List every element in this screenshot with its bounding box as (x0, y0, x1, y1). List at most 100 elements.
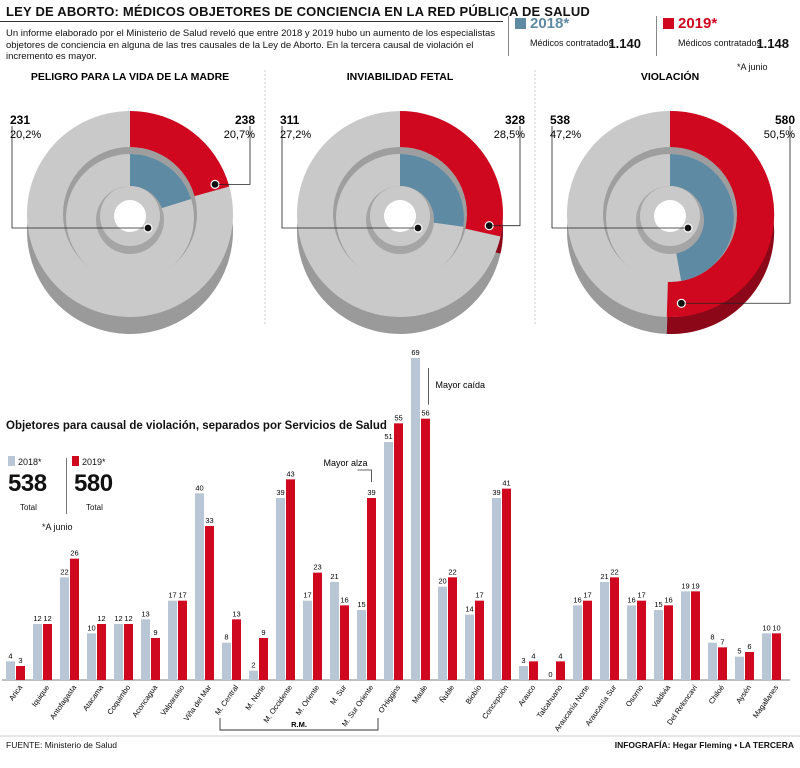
bar-2018 (357, 610, 366, 680)
bar-2019-value: 19 (691, 581, 699, 590)
bar-2019-value: 17 (583, 591, 591, 600)
bar-2018 (87, 633, 96, 680)
bar-2018 (708, 642, 717, 680)
bar-2019 (691, 591, 700, 680)
bar-2019 (529, 661, 538, 680)
max-drop-label: Mayor caída (436, 380, 486, 390)
bar-2019 (448, 577, 457, 680)
bar-2019-value: 33 (205, 516, 213, 525)
ring-hole (114, 200, 146, 232)
bar-2019 (313, 572, 322, 680)
bar-2018-value: 2 (251, 661, 255, 670)
ring-2019-leader (218, 126, 251, 185)
category-label: Osorno (624, 683, 645, 708)
bar-2019-value: 4 (558, 651, 562, 660)
category-label: M. Central (213, 683, 240, 717)
key-2019-label: Médicos contratados (678, 38, 762, 48)
bar-2018 (519, 666, 528, 680)
bar-2018-value: 19 (681, 581, 689, 590)
bar-2018-value: 22 (60, 567, 68, 576)
ring-2018-percent: 27,2% (280, 129, 311, 141)
category-label: Biobío (464, 683, 484, 706)
ring-2019-percent: 28,5% (494, 129, 525, 141)
bar-2018-value: 21 (330, 572, 338, 581)
bar-2019 (718, 647, 727, 680)
ring-2019-leader (493, 126, 521, 227)
bar-2019-value: 12 (124, 614, 132, 623)
bar-2018 (465, 614, 474, 680)
ring-2018-percent: 20,2% (10, 129, 41, 141)
category-label: Valparaíso (159, 683, 187, 717)
bar-2018-value: 8 (224, 633, 228, 642)
bar-2018 (60, 577, 69, 680)
bar-2019 (664, 605, 673, 680)
bar-2018 (141, 619, 150, 680)
bar-2018-value: 20 (438, 577, 446, 586)
bar-2018-value: 16 (627, 595, 635, 604)
key-2019-swatch (663, 18, 674, 29)
bar-2018 (492, 498, 501, 680)
ring-2018-value: 311 (280, 113, 300, 127)
ring-2019-value: 238 (235, 113, 255, 127)
legend-2019: 2019* (72, 456, 106, 467)
bar-2018 (438, 586, 447, 680)
ring-chart-2: INVIABILIDAD FETAL 328 28,5% 311 27,2% (280, 71, 525, 334)
ring-2019-percent: 20,7% (224, 129, 255, 141)
ring-2018-leader (11, 126, 144, 229)
bar-2019 (43, 624, 52, 680)
ring-2018-percent: 47,2% (550, 129, 581, 141)
bar-2019 (502, 488, 511, 680)
bar-2019 (394, 423, 403, 680)
bar-2019 (421, 418, 430, 680)
ring-2019-value: 580 (775, 113, 795, 127)
bar-2018 (762, 633, 771, 680)
bar-2018 (195, 493, 204, 680)
bar-2018-value: 12 (114, 614, 122, 623)
bar-2018-value: 13 (141, 609, 149, 618)
category-label: Antofagasta (48, 683, 79, 722)
bar-2018 (303, 600, 312, 680)
ring-title: PELIGRO PARA LA VIDA DE LA MADRE (31, 71, 229, 83)
bar-2019-value: 9 (261, 628, 265, 637)
key-note: *A junio (737, 62, 768, 72)
key-2018-value: 1.140 (608, 36, 641, 51)
bar-2018-value: 5 (737, 647, 741, 656)
bar-2019 (259, 638, 268, 680)
ring-2019-value: 328 (505, 113, 525, 127)
bar-2018-value: 39 (276, 488, 284, 497)
bar-2018-value: 12 (33, 614, 41, 623)
bar-2019-value: 17 (637, 591, 645, 600)
key-2019-year: 2019* (678, 15, 718, 32)
credit-note: INFOGRAFÍA: Hegar Fleming • LA TERCERA (614, 740, 794, 750)
legend-divider (66, 458, 67, 514)
category-label: Talcahuano (535, 683, 564, 720)
category-label: Ñuble (438, 683, 457, 704)
bar-2018-value: 21 (600, 572, 608, 581)
bar-2018-value: 40 (195, 483, 203, 492)
ring-chart-3: VIOLACIÓN 580 50,5% 538 47,2% (550, 70, 795, 334)
legend-2018-label: 2018* (18, 457, 42, 467)
bar-2018 (411, 358, 420, 680)
max-rise-arrow (357, 469, 372, 482)
bar-2019-value: 4 (531, 651, 535, 660)
bar-2019-value: 16 (340, 595, 348, 604)
bar-2019-value: 16 (664, 595, 672, 604)
bar-2019 (637, 600, 646, 680)
category-label: M. Sur (328, 683, 348, 707)
bar-2018 (6, 661, 15, 680)
ring-2018-leader (281, 126, 414, 229)
bar-2018 (168, 600, 177, 680)
bar-2018-value: 39 (492, 488, 500, 497)
bar-2019 (124, 624, 133, 680)
category-label: Arica (7, 683, 25, 703)
bar-2018 (384, 442, 393, 680)
bar-2019 (151, 638, 160, 680)
bar-2019 (16, 666, 25, 680)
ring-2019-percent: 50,5% (764, 129, 795, 141)
bar-2019-value: 23 (313, 563, 321, 572)
bar-2019 (340, 605, 349, 680)
ring-chart-1: PELIGRO PARA LA VIDA DE LA MADRE 238 20,7%… (10, 71, 255, 334)
bar-chart-title: Objetores para causal de violación, sepa… (6, 420, 387, 432)
title-rule (0, 21, 503, 22)
